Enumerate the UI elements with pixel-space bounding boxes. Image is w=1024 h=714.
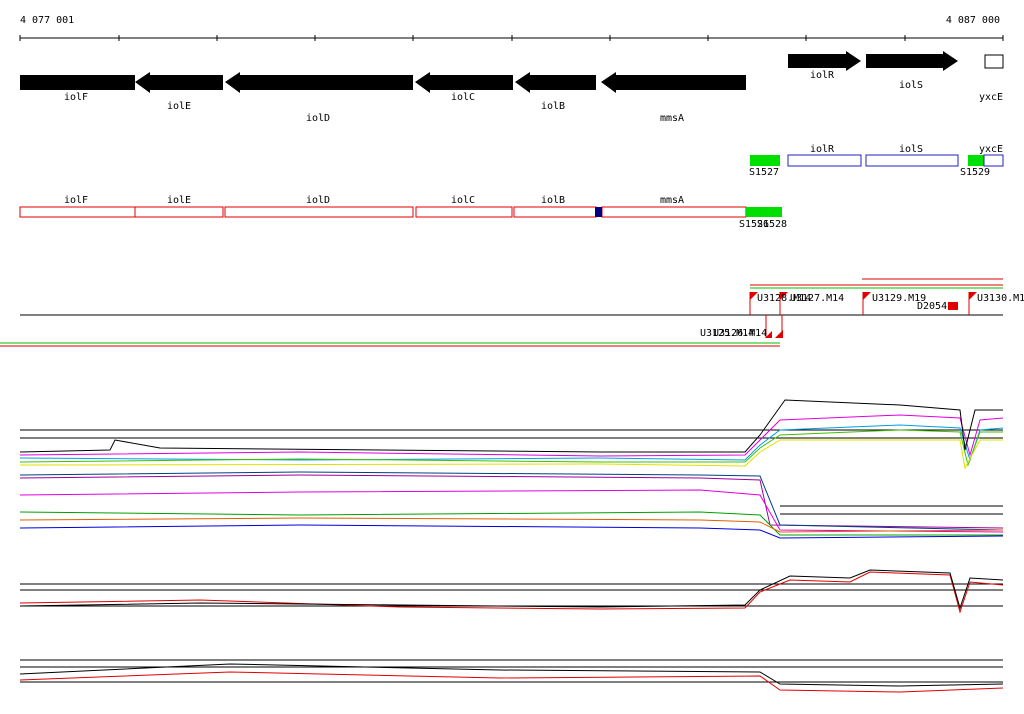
transcript-label: iolB bbox=[541, 195, 565, 206]
gene-label: iolR bbox=[810, 70, 835, 81]
gene-label: iolS bbox=[899, 80, 923, 91]
segment-label: S1528 bbox=[757, 219, 787, 230]
probe-label: U3128.M14 bbox=[757, 293, 811, 304]
ruler-end: 4 087 000 bbox=[946, 15, 1000, 26]
probe-label: U3126.M14 bbox=[713, 328, 767, 339]
segment-label: S1527 bbox=[749, 167, 779, 178]
segment-label: S1526 bbox=[739, 219, 769, 230]
gene-label: iolB bbox=[541, 101, 565, 112]
transcript-track-lower: iolF iolE iolD iolC iolB mmsA S1526 S152… bbox=[19, 195, 787, 230]
probe-label: D2054 bbox=[917, 301, 947, 312]
expression-tracks bbox=[19, 399, 1004, 693]
gene-label: yxcE bbox=[979, 92, 1003, 103]
probe-label: U3130.M1 bbox=[977, 293, 1024, 304]
transcript-label: iolF bbox=[64, 195, 88, 206]
transcript-label: iolR bbox=[810, 144, 835, 155]
transcript-label: iolS bbox=[899, 144, 923, 155]
segment-label: S1529 bbox=[960, 167, 990, 178]
gene-label: mmsA bbox=[660, 113, 684, 124]
transcript-label: iolD bbox=[306, 195, 330, 206]
probe-track: U3128.M14 U3127.M14 U3129.M19 U3130.M1 D… bbox=[0, 278, 1024, 347]
gene-label: iolC bbox=[451, 92, 475, 103]
probe-label: U3129.M19 bbox=[872, 293, 926, 304]
transcript-track-upper: iolR iolS yxcE S1527 S1529 bbox=[749, 144, 1004, 178]
gene-label: iolE bbox=[167, 101, 191, 112]
transcript-label: mmsA bbox=[660, 195, 684, 206]
transcript-label: iolC bbox=[451, 195, 475, 206]
gene-label: iolF bbox=[64, 92, 88, 103]
gene-label: iolD bbox=[306, 113, 330, 124]
gene-track: iolF iolE iolD iolC iolB mmsA iolR iolS … bbox=[20, 51, 1004, 124]
ruler: 4 077 001 4 087 000 bbox=[19, 15, 1004, 41]
ruler-start: 4 077 001 bbox=[20, 15, 74, 26]
probe-label: U3125.M14 bbox=[700, 328, 754, 339]
transcript-label: iolE bbox=[167, 195, 191, 206]
probe-label: U3127.M14 bbox=[790, 293, 844, 304]
transcript-label: yxcE bbox=[979, 144, 1003, 155]
